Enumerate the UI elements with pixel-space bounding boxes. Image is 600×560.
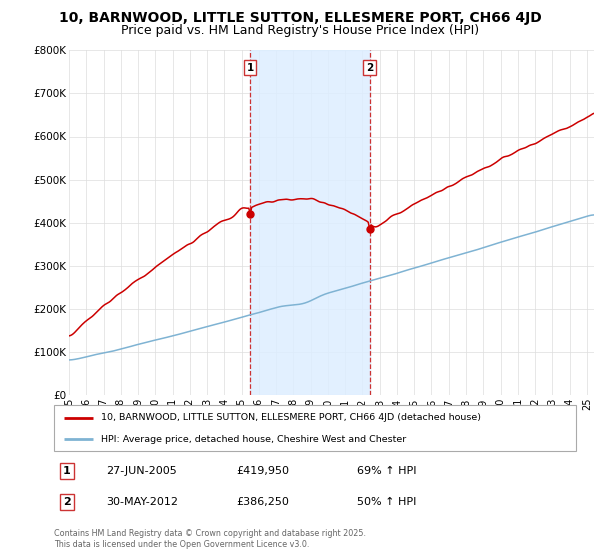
Text: £419,950: £419,950 <box>236 466 290 476</box>
Bar <box>250 50 370 395</box>
Text: Price paid vs. HM Land Registry's House Price Index (HPI): Price paid vs. HM Land Registry's House … <box>121 24 479 37</box>
Text: Contains HM Land Registry data © Crown copyright and database right 2025.
This d: Contains HM Land Registry data © Crown c… <box>54 529 366 549</box>
Text: 30-MAY-2012: 30-MAY-2012 <box>106 497 178 507</box>
Text: 1: 1 <box>63 466 71 476</box>
FancyBboxPatch shape <box>54 405 576 451</box>
Text: 10, BARNWOOD, LITTLE SUTTON, ELLESMERE PORT, CH66 4JD: 10, BARNWOOD, LITTLE SUTTON, ELLESMERE P… <box>59 11 541 25</box>
Text: HPI: Average price, detached house, Cheshire West and Chester: HPI: Average price, detached house, Ches… <box>101 435 406 444</box>
Text: 50% ↑ HPI: 50% ↑ HPI <box>357 497 416 507</box>
Text: £386,250: £386,250 <box>236 497 290 507</box>
Text: 27-JUN-2005: 27-JUN-2005 <box>106 466 177 476</box>
Text: 10, BARNWOOD, LITTLE SUTTON, ELLESMERE PORT, CH66 4JD (detached house): 10, BARNWOOD, LITTLE SUTTON, ELLESMERE P… <box>101 413 481 422</box>
Text: 69% ↑ HPI: 69% ↑ HPI <box>357 466 416 476</box>
Text: 1: 1 <box>247 63 254 73</box>
Text: 2: 2 <box>63 497 71 507</box>
Text: 2: 2 <box>366 63 373 73</box>
